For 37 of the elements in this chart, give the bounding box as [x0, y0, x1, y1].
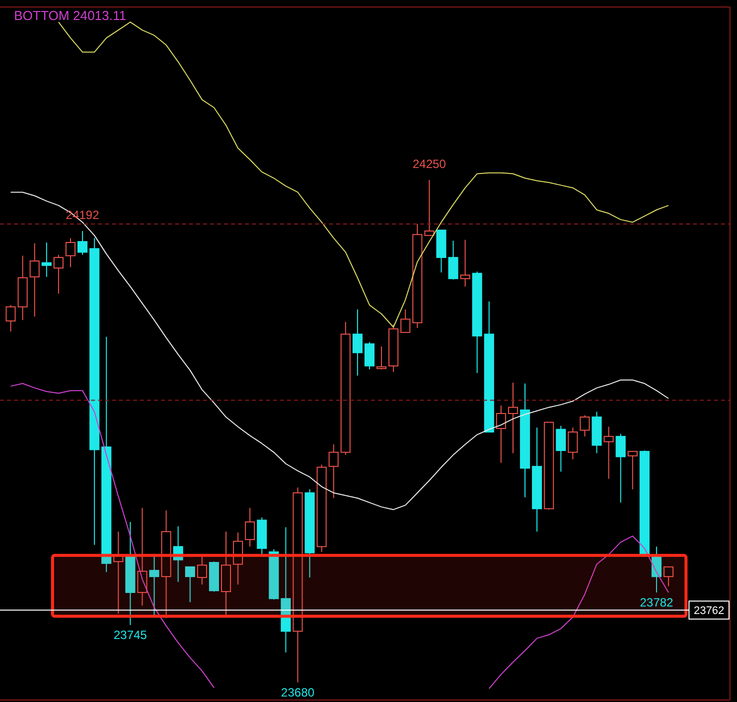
candlestick — [352, 308, 363, 376]
candlestick — [580, 414, 590, 437]
candlestick — [66, 238, 76, 268]
candlestick — [664, 566, 674, 587]
candlestick — [244, 507, 255, 548]
candlestick — [460, 239, 470, 288]
candlestick — [376, 346, 386, 370]
text: BOTTOM 24013.11 — [14, 8, 126, 23]
candlestick — [54, 254, 64, 294]
candlestick — [232, 532, 243, 586]
candlestick — [77, 230, 88, 256]
candlestick — [42, 242, 52, 278]
candlestick — [113, 531, 124, 614]
candlestick — [400, 308, 410, 333]
candlestick — [6, 304, 16, 332]
candlestick — [628, 450, 638, 490]
annotation: 24250 — [412, 156, 446, 171]
candlestick — [616, 433, 626, 504]
candlestick — [556, 425, 566, 472]
candlestick — [508, 382, 518, 454]
candlestick — [30, 242, 40, 318]
candlestick — [328, 444, 339, 499]
candlestick — [424, 179, 434, 236]
candlestick — [652, 546, 662, 593]
annotation: 23680 — [281, 685, 315, 700]
candlestick — [604, 426, 614, 480]
annotation: 23782 — [640, 595, 674, 610]
candlestick — [173, 526, 184, 582]
candlestick — [568, 427, 578, 460]
candlestick — [496, 405, 506, 464]
candlestick — [185, 566, 196, 603]
candlestick — [137, 507, 148, 606]
candlestick — [364, 342, 374, 370]
candlestick — [149, 556, 160, 618]
candlestick — [197, 554, 208, 586]
annotation: 23745 — [114, 628, 148, 642]
ref-line-label: 23762 — [694, 605, 724, 618]
